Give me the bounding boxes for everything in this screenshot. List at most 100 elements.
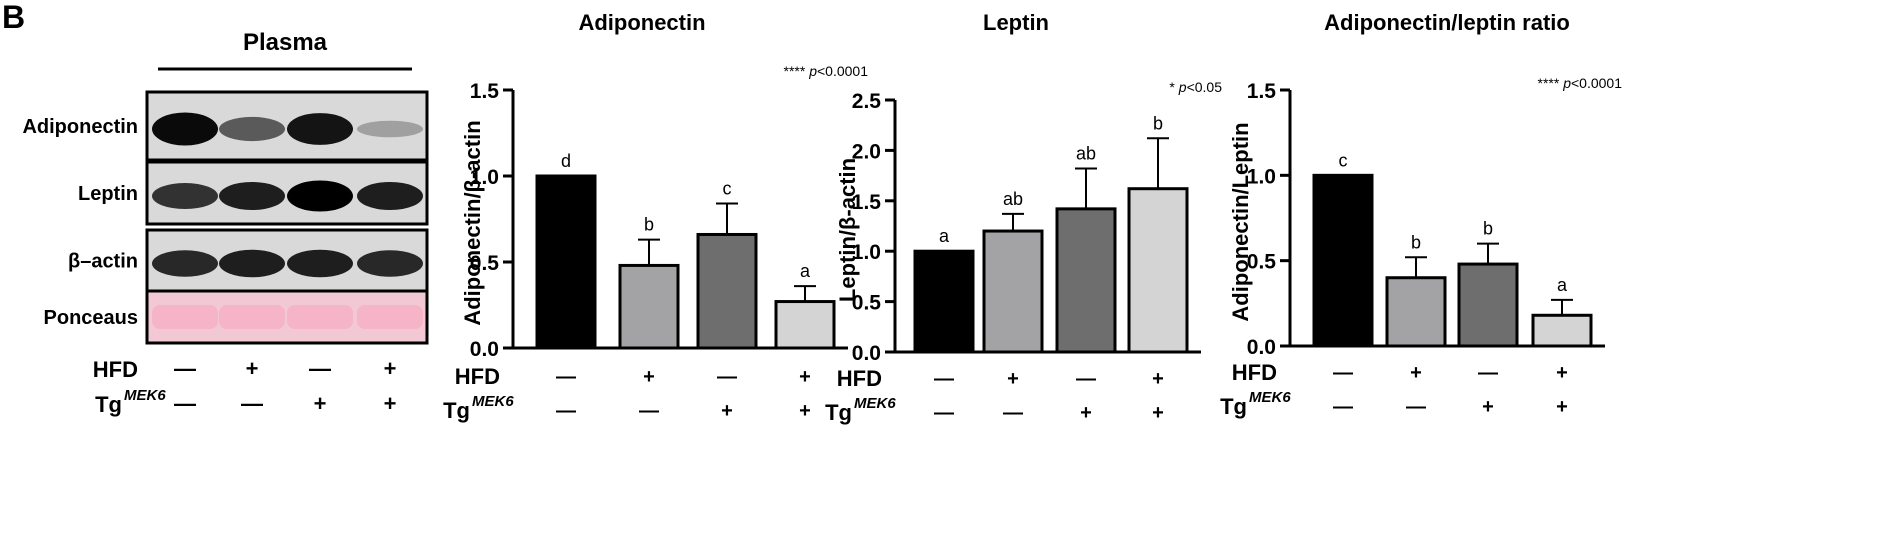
blot-band	[357, 250, 423, 277]
blot-band	[219, 305, 285, 329]
blot-tg-sign: +	[384, 391, 397, 416]
chart-title: Adiponectin	[578, 10, 705, 35]
tg-sign: +	[1080, 402, 1092, 424]
blot-hfd-sign: +	[246, 356, 259, 381]
blot-band	[357, 181, 423, 211]
blot-band	[152, 182, 218, 210]
blot-hfd-label: HFD	[93, 357, 138, 382]
significance-letter: b	[644, 215, 654, 235]
significance-letter: b	[1483, 219, 1493, 239]
blot-band	[357, 120, 423, 138]
blot-band	[287, 180, 353, 212]
blot-band	[287, 249, 353, 278]
blot-row-label: Adiponectin	[22, 116, 138, 138]
hfd-sign: —	[717, 366, 737, 388]
blot-hfd-sign: —	[309, 356, 331, 381]
y-tick-label: 1.5	[1247, 80, 1277, 103]
blot-band	[219, 116, 285, 142]
tg-superscript: MEK6	[472, 393, 514, 410]
p-value: **** p<0.0001	[1538, 75, 1623, 91]
blot-band	[287, 305, 353, 329]
bar	[1385, 276, 1447, 348]
hfd-sign: +	[1556, 362, 1568, 384]
chart-title: Leptin	[983, 10, 1049, 35]
hfd-sign: —	[934, 368, 954, 390]
blot-tg-sign: —	[174, 391, 196, 416]
significance-letter: b	[1411, 232, 1421, 252]
blot-tg-sign: +	[314, 391, 327, 416]
bar	[1312, 173, 1374, 348]
hfd-sign: +	[1152, 368, 1164, 390]
bar	[1531, 313, 1593, 348]
significance-letter: b	[1153, 113, 1163, 133]
y-tick-label: 0.0	[1247, 336, 1276, 359]
blot-band	[219, 181, 285, 211]
hfd-sign: —	[1076, 368, 1096, 390]
leptin-chart: Leptin * p<0.05 0.0 0.5 1.0 1.5 2.0 2.5 Leptin/β…	[825, 10, 1222, 425]
adiponectin-chart: Adiponectin **** p<0.0001 0.0 0.5 1.0 1.5 Adip…	[443, 10, 868, 423]
tg-superscript: MEK6	[854, 395, 896, 412]
significance-letter: a	[1557, 275, 1568, 295]
significance-letter: ab	[1076, 144, 1096, 164]
bar	[982, 229, 1044, 354]
bar	[1127, 187, 1189, 354]
y-tick-label: 0.0	[852, 342, 881, 365]
significance-letter: d	[561, 151, 571, 171]
tg-label: Tg	[1220, 394, 1247, 419]
y-tick-label: 1.0	[852, 241, 881, 264]
hfd-sign: —	[1478, 362, 1498, 384]
blot-band	[152, 305, 218, 329]
y-tick-label: 0.5	[852, 292, 882, 315]
hfd-sign: +	[643, 366, 655, 388]
tg-sign: +	[721, 400, 733, 422]
y-axis-label: Leptin/β-actin	[835, 158, 860, 302]
hfd-label: HFD	[1232, 360, 1277, 385]
p-value: **** p<0.0001	[784, 63, 869, 79]
tg-superscript: MEK6	[1249, 389, 1291, 406]
tg-sign: —	[1406, 396, 1426, 418]
y-tick-label: 0.5	[470, 252, 500, 275]
tg-sign: —	[639, 400, 659, 422]
y-tick-label: 0.5	[1247, 251, 1277, 274]
tg-sign: —	[1333, 396, 1353, 418]
y-tick-label: 1.5	[852, 191, 882, 214]
tg-sign: +	[1482, 396, 1494, 418]
blot-row-label: Leptin	[78, 183, 138, 205]
tg-label: Tg	[825, 400, 852, 425]
ratio-chart: Adiponectin/leptin ratio **** p<0.0001 0.0…	[1220, 10, 1622, 419]
tg-sign: —	[934, 402, 954, 424]
chart-title: Adiponectin/leptin ratio	[1324, 10, 1570, 35]
y-tick-label: 2.0	[852, 140, 881, 163]
blot-row-label: β–actin	[68, 251, 138, 273]
tg-label: Tg	[443, 398, 470, 423]
y-tick-label: 0.0	[470, 338, 499, 361]
bar	[774, 300, 836, 350]
hfd-sign: +	[799, 366, 811, 388]
bar	[618, 263, 680, 350]
hfd-sign: —	[556, 366, 576, 388]
panel-label: B	[2, 0, 25, 35]
bar	[535, 174, 597, 350]
significance-letter: c	[723, 179, 732, 199]
blot-band	[357, 305, 423, 329]
y-axis-label: Adiponectin/β-actin	[460, 120, 485, 325]
hfd-sign: +	[1007, 368, 1019, 390]
blot-row-label: Ponceaus	[44, 307, 138, 329]
y-tick-label: 1.0	[470, 166, 499, 189]
hfd-sign: —	[1333, 362, 1353, 384]
hfd-label: HFD	[837, 366, 882, 391]
y-tick-label: 1.0	[1247, 165, 1276, 188]
tg-sign: —	[1003, 402, 1023, 424]
blot-tg-label: Tg	[95, 392, 122, 417]
hfd-label: HFD	[455, 364, 500, 389]
hfd-sign: +	[1410, 362, 1422, 384]
bar	[913, 249, 975, 354]
bar	[1055, 207, 1117, 354]
bar	[1457, 262, 1519, 348]
tg-sign: +	[1152, 402, 1164, 424]
tg-sign: +	[799, 400, 811, 422]
blot-band	[287, 113, 353, 145]
blot-band	[152, 112, 218, 146]
tg-sign: +	[1556, 396, 1568, 418]
